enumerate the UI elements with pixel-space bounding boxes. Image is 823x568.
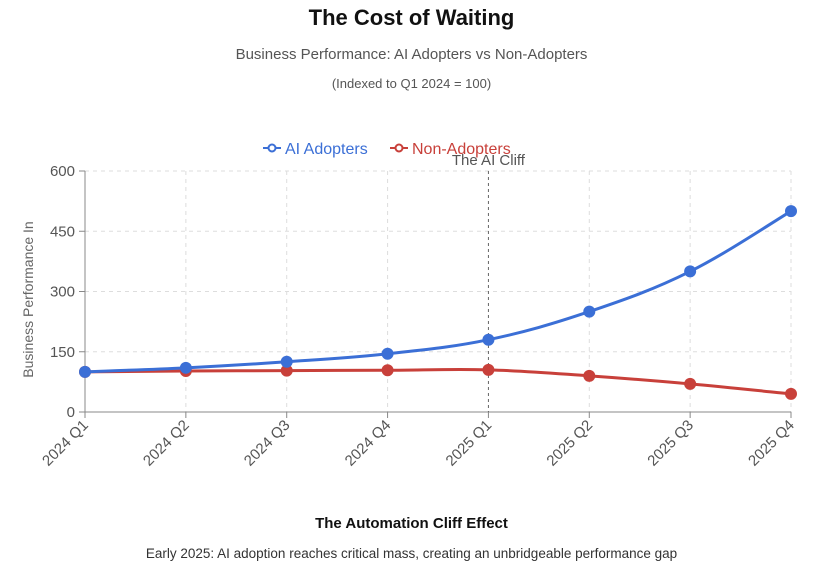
non-adopters-line bbox=[84, 367, 792, 396]
y-tick-label: 0 bbox=[67, 404, 75, 421]
chart-subtitle: Business Performance: AI Adopters vs Non… bbox=[235, 46, 588, 63]
cliff-annotation-label: The AI Cliff bbox=[452, 152, 526, 169]
ai-adopters-point bbox=[79, 365, 91, 378]
x-tick-label: 2024 Q3 bbox=[241, 417, 294, 470]
legend-ai-adopters-label: AI Adopters bbox=[285, 141, 368, 158]
ai-adopters-point bbox=[785, 205, 797, 218]
non-adopters-point bbox=[583, 369, 596, 382]
x-tick-label: 2024 Q1 bbox=[39, 417, 92, 470]
y-tick-label: 450 bbox=[50, 223, 75, 240]
non-adopters-point bbox=[280, 364, 293, 377]
x-tick-label: 2024 Q4 bbox=[342, 417, 395, 470]
ai-adopters-point bbox=[280, 355, 293, 368]
y-axis-label: Business Performance In bbox=[20, 221, 36, 377]
x-tick-label: 2025 Q4 bbox=[745, 417, 798, 470]
footer-title: The Automation Cliff Effect bbox=[315, 515, 508, 532]
ai-adopters-point bbox=[179, 361, 192, 374]
x-tick-label: 2025 Q2 bbox=[543, 417, 596, 470]
y-tick-label: 600 bbox=[50, 163, 75, 180]
ai-adopters-point bbox=[583, 305, 596, 318]
ai-adopters-point bbox=[684, 265, 697, 278]
line-chart: 0 150 300 450 600 2024 Q1 2024 Q2 2024 Q3 2024 Q… bbox=[20, 141, 798, 470]
chart-grid bbox=[85, 170, 792, 412]
non-adopters-point bbox=[785, 387, 797, 400]
chart-legend: AI Adopters Non-Adopters bbox=[263, 141, 511, 158]
ai-adopters-line bbox=[84, 209, 792, 374]
ai-adopters-point bbox=[381, 347, 394, 360]
x-tick-label: 2025 Q3 bbox=[644, 417, 697, 470]
y-tick-label: 300 bbox=[50, 284, 75, 301]
y-tick-label: 150 bbox=[50, 344, 75, 361]
legend-non-adopters-marker bbox=[394, 143, 404, 153]
footer-description: Early 2025: AI adoption reaches critical… bbox=[145, 546, 678, 561]
non-adopters-point bbox=[482, 363, 495, 376]
chart-index-note: (Indexed to Q1 2024 = 100) bbox=[331, 76, 492, 91]
non-adopters-point bbox=[381, 364, 394, 377]
chart-axes: 0 150 300 450 600 2024 Q1 2024 Q2 2024 Q3 2024 Q… bbox=[20, 163, 798, 470]
x-tick-label: 2025 Q1 bbox=[443, 417, 496, 470]
legend-ai-adopters-marker bbox=[267, 143, 277, 153]
chart-series bbox=[79, 205, 797, 400]
legend-non-adopters-label: Non-Adopters bbox=[412, 141, 511, 158]
x-tick-label: 2024 Q2 bbox=[140, 417, 193, 470]
ai-adopters-point bbox=[482, 333, 495, 346]
chart-title: The Cost of Waiting bbox=[308, 5, 515, 30]
non-adopters-point bbox=[684, 377, 697, 390]
